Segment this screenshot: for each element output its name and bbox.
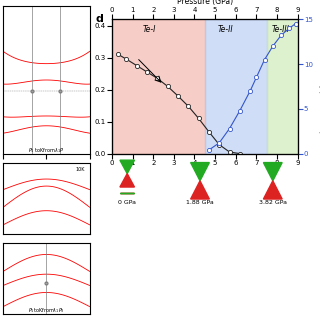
- Polygon shape: [263, 163, 282, 181]
- Text: Te-II: Te-II: [218, 25, 233, 34]
- Y-axis label: dc conductivity (10³ Ω⁻¹cm⁻¹): dc conductivity (10³ Ω⁻¹cm⁻¹): [318, 40, 320, 133]
- Text: 3.82 GPa: 3.82 GPa: [259, 200, 287, 205]
- Text: 10K: 10K: [76, 167, 85, 172]
- Y-axis label: Band gap (eV): Band gap (eV): [83, 59, 92, 114]
- Polygon shape: [191, 163, 209, 181]
- X-axis label: Pressure (GPa): Pressure (GPa): [177, 0, 233, 6]
- Bar: [112, 19, 205, 154]
- Polygon shape: [263, 181, 282, 199]
- Polygon shape: [120, 173, 134, 187]
- Bar: [267, 19, 298, 154]
- Text: d: d: [96, 14, 104, 24]
- Text: 1.88 GPa: 1.88 GPa: [186, 200, 214, 205]
- Text: $P_1$ toKfrom$\lambda_1 P$: $P_1$ toKfrom$\lambda_1 P$: [28, 146, 65, 155]
- Text: 0 GPa: 0 GPa: [118, 200, 136, 205]
- Bar: [205, 19, 267, 154]
- Polygon shape: [191, 181, 209, 199]
- Polygon shape: [120, 160, 134, 173]
- Text: Te-I: Te-I: [142, 25, 156, 34]
- Text: Te-III: Te-III: [272, 25, 290, 34]
- Text: $P_1$toKfrom$\lambda_1 P_3$: $P_1$toKfrom$\lambda_1 P_3$: [28, 306, 65, 315]
